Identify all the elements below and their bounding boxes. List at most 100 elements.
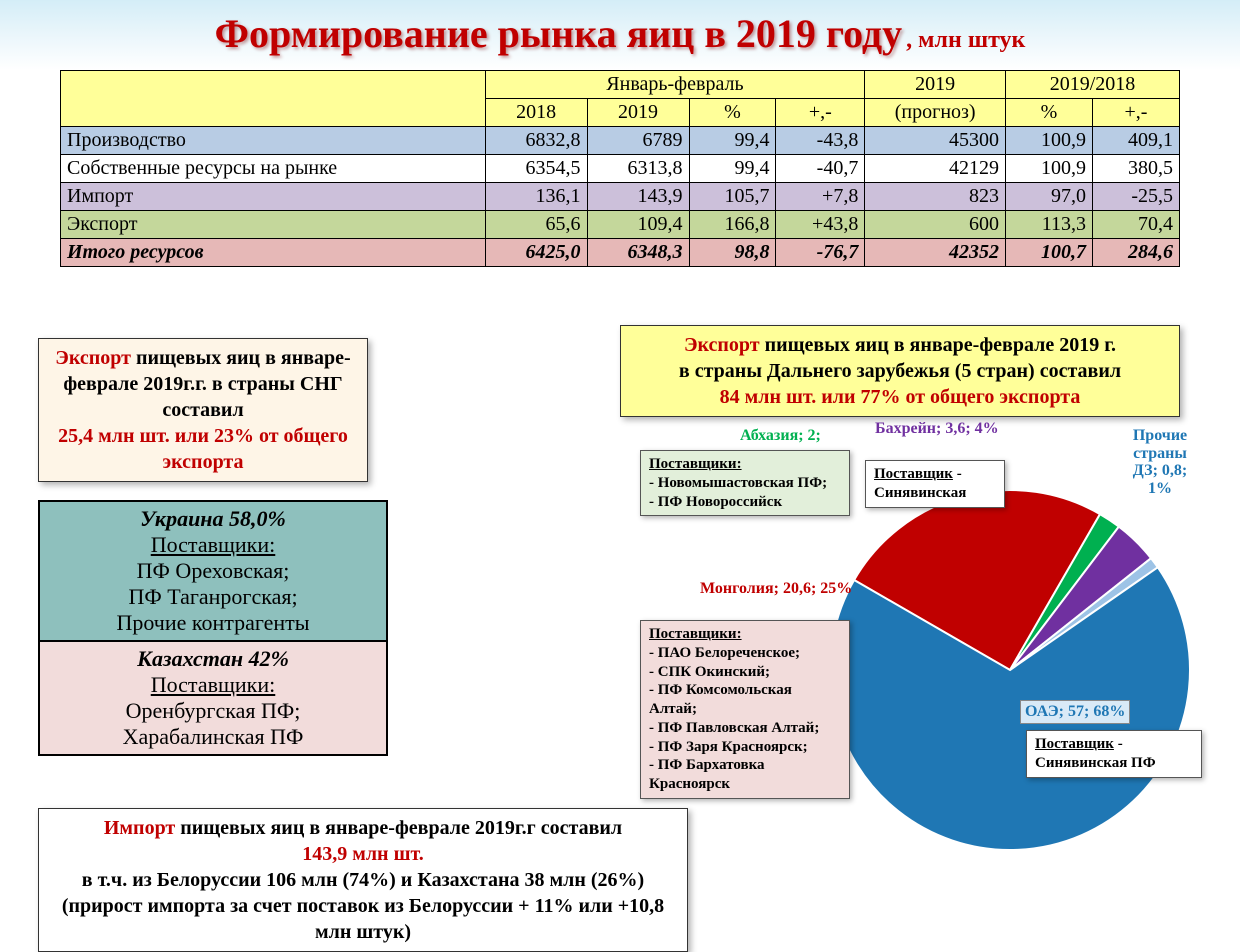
subheader-cell: +,- <box>1092 99 1179 127</box>
data-cell: 284,6 <box>1092 239 1179 267</box>
subheader-cell: % <box>1006 99 1093 127</box>
data-cell: 600 <box>865 211 1006 239</box>
data-cell: 70,4 <box>1092 211 1179 239</box>
data-cell: 409,1 <box>1092 127 1179 155</box>
data-cell: 109,4 <box>587 211 689 239</box>
data-cell: 136,1 <box>485 183 587 211</box>
data-cell: 143,9 <box>587 183 689 211</box>
data-cell: 166,8 <box>689 211 776 239</box>
page-title-sub: , млн штук <box>906 27 1025 53</box>
data-cell: 100,9 <box>1006 155 1093 183</box>
kazakhstan-item: Харабалинская ПФ <box>50 724 376 750</box>
export-far-l3: 84 млн шт. или 77% от общего экспорта <box>720 386 1081 408</box>
page-title: Формирование рынка яиц в 2019 году <box>215 11 903 56</box>
row-label: Собственные ресурсы на рынке <box>61 155 486 183</box>
import-red: Импорт <box>104 817 175 839</box>
pie-label-abkhazia: Абхазия; 2; <box>740 427 821 445</box>
export-cis-box: Экспорт пищевых яиц в январе-феврале 201… <box>38 338 368 482</box>
hdr-janfeb: Январь-февраль <box>485 71 865 99</box>
subheader-cell: +,- <box>776 99 865 127</box>
callout-head: Поставщики: <box>649 456 742 472</box>
subheader-cell: % <box>689 99 776 127</box>
ukraine-item: ПФ Ореховская; <box>50 558 376 584</box>
kazakhstan-head: Казахстан 42% <box>50 646 376 672</box>
callout-uae: Поставщик - Синявинская ПФ <box>1026 730 1202 778</box>
data-cell: 99,4 <box>689 127 776 155</box>
import-l2: 143,9 млн шт. <box>302 843 424 865</box>
data-cell: 97,0 <box>1006 183 1093 211</box>
callout-item: - ПФ Новороссийск <box>649 494 782 510</box>
export-far-l1: пищевых яиц в январе-феврале 2019 г. <box>760 334 1116 356</box>
data-cell: +7,8 <box>776 183 865 211</box>
callout-bahrain: Поставщик - Синявинская <box>865 460 1005 508</box>
import-l3: в т.ч. из Белоруссии 106 млн (74%) и Каз… <box>82 869 644 891</box>
hdr-2019: 2019 <box>865 71 1006 99</box>
import-l4: (прирост импорта за счет поставок из Бел… <box>62 895 664 943</box>
row-label: Производство <box>61 127 486 155</box>
import-l1: пищевых яиц в январе-феврале 2019г.г сос… <box>175 817 622 839</box>
pie-chart <box>820 470 1220 890</box>
import-box: Импорт пищевых яиц в январе-феврале 2019… <box>38 808 688 952</box>
callout-item: - ПФ Павловская Алтай; <box>649 720 819 736</box>
data-cell: 6348,3 <box>587 239 689 267</box>
data-cell: -40,7 <box>776 155 865 183</box>
subheader-cell: 2018 <box>485 99 587 127</box>
ukraine-item: Прочие контрагенты <box>50 610 376 636</box>
pie-label-mongolia: Монголия; 20,6; 25% <box>700 580 852 598</box>
pie-chart-area: Абхазия; 2; Бахрейн; 3,6; 4% Прочие стра… <box>640 430 1200 910</box>
export-cis-amount: 25,4 млн шт. или 23% от общего экспорта <box>58 425 348 473</box>
callout-abkhazia: Поставщики: - Новомышастовская ПФ; - ПФ … <box>640 450 850 516</box>
data-cell: 6789 <box>587 127 689 155</box>
pie-label-bahrain: Бахрейн; 3,6; 4% <box>875 420 999 438</box>
data-cell: +43,8 <box>776 211 865 239</box>
data-cell: 65,6 <box>485 211 587 239</box>
ukraine-head: Украина 58,0% <box>50 506 376 532</box>
callout-item: - ПАО Белореченское; <box>649 645 800 661</box>
data-cell: 99,4 <box>689 155 776 183</box>
subheader-cell: 2019 <box>587 99 689 127</box>
pie-label-other: Прочие страны ДЗ; 0,8; 1% <box>1120 427 1200 497</box>
data-cell: -25,5 <box>1092 183 1179 211</box>
data-cell: 100,7 <box>1006 239 1093 267</box>
data-cell: 6425,0 <box>485 239 587 267</box>
callout-item: - ПФ Бархатовка Красноярск <box>649 757 765 792</box>
market-table: Январь-февраль 2019 2019/2018 20182019%+… <box>60 70 1180 267</box>
kazakhstan-item: Оренбургская ПФ; <box>50 698 376 724</box>
cis-kazakhstan-cell: Казахстан 42% Поставщики: Оренбургская П… <box>39 641 387 755</box>
data-cell: 42352 <box>865 239 1006 267</box>
ukraine-sub: Поставщики: <box>50 532 376 558</box>
data-cell: 45300 <box>865 127 1006 155</box>
title-bar: Формирование рынка яиц в 2019 году , млн… <box>0 0 1240 70</box>
data-cell: 6354,5 <box>485 155 587 183</box>
data-cell: 100,9 <box>1006 127 1093 155</box>
row-label: Экспорт <box>61 211 486 239</box>
data-cell: 42129 <box>865 155 1006 183</box>
data-cell: 823 <box>865 183 1006 211</box>
data-cell: 380,5 <box>1092 155 1179 183</box>
kazakhstan-sub: Поставщики: <box>50 672 376 698</box>
callout-item: - Новомышастовская ПФ; <box>649 475 827 491</box>
cis-countries-table: Украина 58,0% Поставщики: ПФ Ореховская;… <box>38 500 388 756</box>
export-far-box: Экспорт пищевых яиц в январе-феврале 201… <box>620 325 1180 417</box>
callout-head: Поставщики: <box>649 626 742 642</box>
data-cell: 6313,8 <box>587 155 689 183</box>
export-cis-red: Экспорт <box>55 347 131 369</box>
hdr-2019-2018: 2019/2018 <box>1006 71 1180 99</box>
callout-item: - СПК Окинский; <box>649 664 770 680</box>
subheader-cell: (прогноз) <box>865 99 1006 127</box>
callout-mongolia: Поставщики: - ПАО Белореченское; - СПК О… <box>640 620 850 799</box>
callout-item: - ПФ Комсомольская Алтай; <box>649 682 792 717</box>
data-cell: -43,8 <box>776 127 865 155</box>
row-label: Импорт <box>61 183 486 211</box>
callout-head: Поставщик <box>1035 736 1114 752</box>
cis-ukraine-cell: Украина 58,0% Поставщики: ПФ Ореховская;… <box>39 501 387 641</box>
data-cell: 105,7 <box>689 183 776 211</box>
pie-label-uae: ОАЭ; 57; 68% <box>1020 700 1130 724</box>
data-cell: 6832,8 <box>485 127 587 155</box>
callout-head: Поставщик <box>874 466 953 482</box>
data-cell: 113,3 <box>1006 211 1093 239</box>
data-cell: -76,7 <box>776 239 865 267</box>
callout-item: - ПФ Заря Красноярск; <box>649 739 808 755</box>
row-label: Итого ресурсов <box>61 239 486 267</box>
data-cell: 98,8 <box>689 239 776 267</box>
